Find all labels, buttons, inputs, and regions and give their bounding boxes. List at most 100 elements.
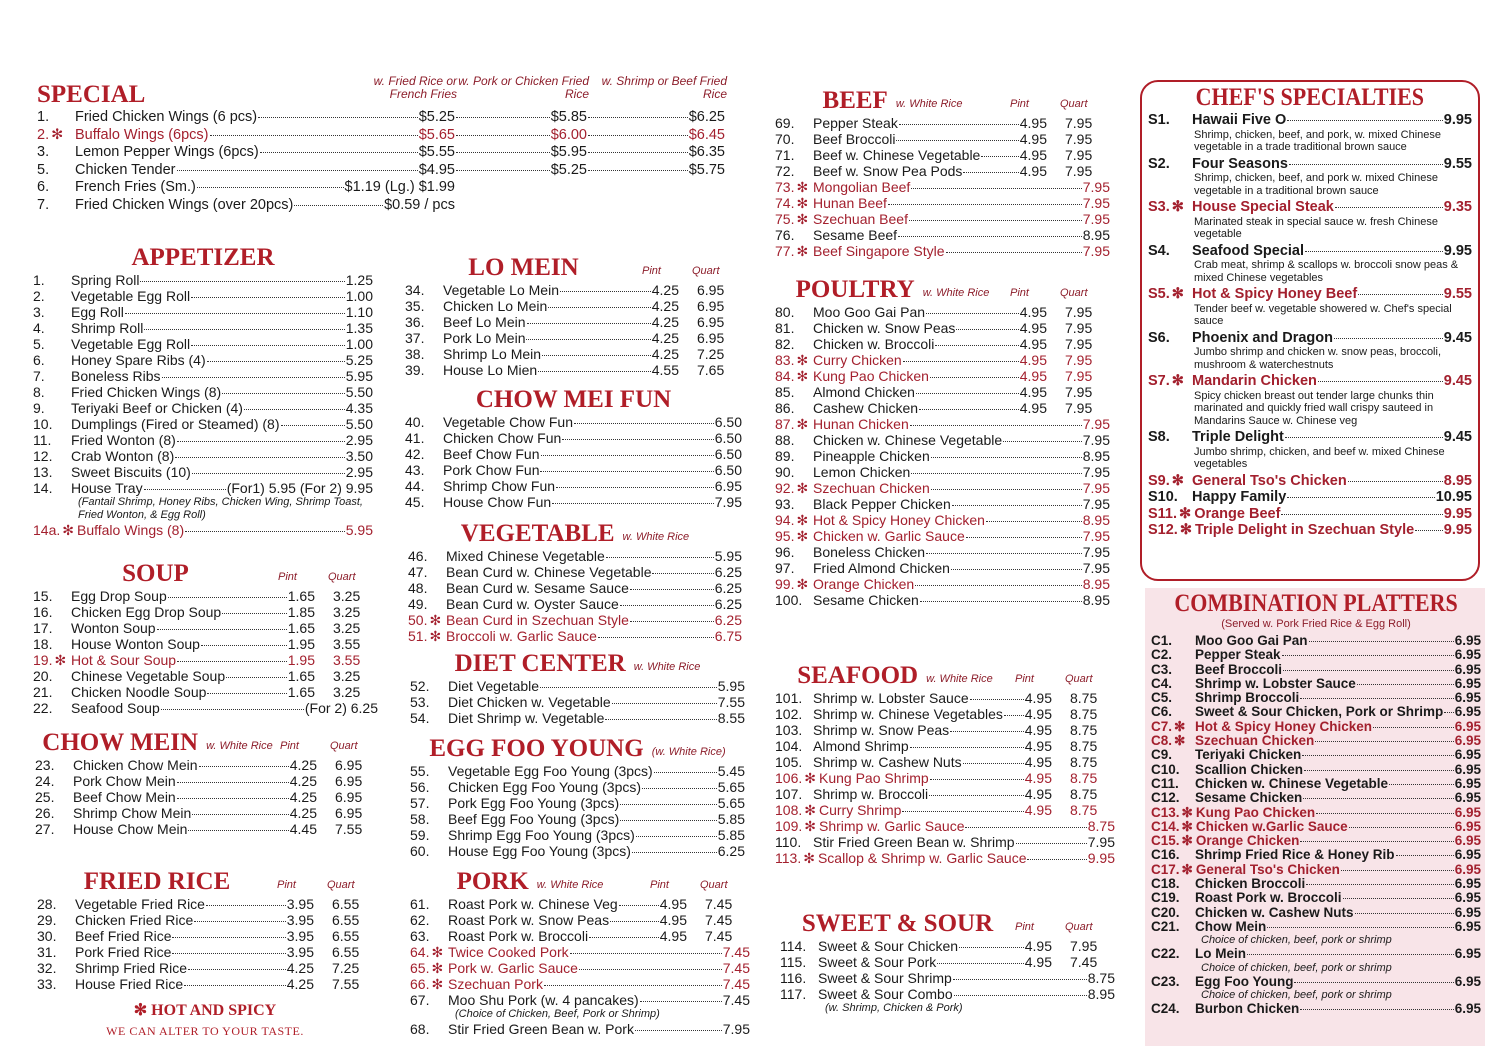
dot-leader bbox=[930, 457, 1082, 458]
item-number-text: S5. bbox=[1148, 286, 1170, 302]
item-price: 4.35 bbox=[345, 400, 373, 416]
item-price: 6.95 bbox=[1454, 747, 1481, 763]
item-price: $4.95 bbox=[418, 161, 455, 178]
item-name: Hunan Chicken bbox=[813, 416, 909, 432]
item-price: 10.95 bbox=[1435, 489, 1472, 505]
item-name: House Chow Mein bbox=[73, 821, 188, 837]
item-leader: Chicken w. Chinese Vegetable 7.95 bbox=[813, 432, 1110, 448]
item-price: 9.55 bbox=[1443, 286, 1472, 302]
item-number-text: 62. bbox=[410, 912, 430, 928]
item-leader: Moo Shu Pork (w. 4 pancakes) 7.45 bbox=[448, 992, 750, 1008]
menu-item: 70. Beef Broccoli 4.95 7.95 bbox=[775, 131, 1110, 147]
section-subtitle: w. White Rice bbox=[536, 879, 604, 891]
item-price-pint: 4.95 bbox=[1019, 131, 1047, 147]
dot-leader bbox=[589, 937, 659, 938]
section-title-group: BEEF w. White Rice bbox=[775, 87, 1010, 115]
item-leader: Beef Singapore Style 7.95 bbox=[813, 243, 1110, 259]
item-name: Beef Chow Fun bbox=[443, 446, 540, 462]
item-name: Chicken w. Chinese Vegetable bbox=[813, 432, 1003, 448]
menu-item: 25. Beef Chow Mein 4.25 6.95 bbox=[35, 789, 380, 805]
item-leader: Chicken Egg Drop Soup 1.85 bbox=[71, 604, 315, 620]
item-number: 45. bbox=[405, 494, 443, 510]
item-price-pint: 4.25 bbox=[651, 330, 679, 346]
item-name: Mixed Chinese Vegetable bbox=[446, 548, 605, 564]
item-description: Shrimp, chicken, beef, and pork w. mixed… bbox=[1194, 172, 1438, 197]
menu-item: 110. Stir Fried Green Bean w. Shrimp 7.95 bbox=[775, 834, 1115, 850]
column-header-pint: Pint bbox=[278, 571, 297, 583]
item-leader: Stir Fried Green Bean w. Shrimp 7.95 bbox=[813, 834, 1115, 850]
item-price-pint: 4.95 bbox=[1024, 690, 1052, 706]
dot-leader bbox=[160, 709, 304, 710]
item-price-pint: 4.95 bbox=[1024, 802, 1052, 818]
column-header-pint: Pint bbox=[1015, 673, 1034, 685]
spicy-icon: ✻ bbox=[1171, 199, 1184, 215]
menu-item: 21. Chicken Noodle Soup 1.65 3.25 bbox=[33, 684, 378, 700]
item-number-text: 16. bbox=[33, 604, 53, 620]
dot-leader bbox=[161, 377, 345, 378]
item-number-text: 40. bbox=[405, 414, 425, 430]
item-price-pint: 4.55 bbox=[651, 362, 679, 378]
dot-leader bbox=[200, 645, 287, 646]
item-price-quart: 8.75 bbox=[1070, 770, 1098, 786]
item-leader: Pork Lo Mein 4.25 bbox=[443, 330, 679, 346]
item-name: Chicken Chow Mein bbox=[73, 757, 198, 773]
item-name: Chicken w. Cashew Nuts bbox=[1195, 904, 1354, 920]
price-column-headers: Pint Quart bbox=[642, 265, 742, 282]
item-number: 44. bbox=[405, 478, 443, 494]
item-name: Lemon Pepper Wings (6pcs) bbox=[75, 144, 259, 160]
menu-item: C13. ✻ Kung Pao Chicken 6.95 bbox=[1151, 805, 1481, 820]
item-number-text: 65. bbox=[410, 960, 430, 976]
item-leader: Hot & Spicy Honey Chicken 8.95 bbox=[813, 512, 1110, 528]
item-number-text: S9. bbox=[1148, 472, 1170, 489]
item-number: 100. bbox=[775, 592, 813, 608]
item-number-text: 109. bbox=[775, 818, 803, 834]
item-number: 49. bbox=[408, 596, 446, 612]
item-number: 51. ✻ bbox=[408, 628, 446, 644]
item-name: Fried Chicken Wings (8) bbox=[71, 384, 222, 400]
item-price-quart: 7.95 bbox=[722, 1021, 750, 1037]
item-price: 9.45 bbox=[1443, 329, 1472, 346]
item-leader: Roast Pork w. Broccoli 6.95 bbox=[1195, 891, 1481, 906]
menu-item: 114. Sweet & Sour Chicken 4.95 7.95 bbox=[780, 938, 1115, 954]
item-leader: Roast Pork w. Snow Peas 4.95 bbox=[448, 912, 687, 928]
item-price-pint: 4.95 bbox=[1019, 320, 1047, 336]
dot-leader bbox=[191, 473, 345, 474]
item-leader: Shrimp Fried Rice 4.25 bbox=[75, 960, 314, 976]
price-column-headers: w. Fried Rice or French Fries w. Pork or … bbox=[337, 75, 727, 101]
menu-item: C21. Chow Mein 6.95 bbox=[1151, 919, 1481, 934]
item-price-quart: 9.95 bbox=[1087, 850, 1115, 866]
dot-leader bbox=[1334, 337, 1443, 339]
menu-item: S7. ✻ Mandarin Chicken 9.45 bbox=[1148, 373, 1472, 390]
item-name: Beef Chow Mein bbox=[73, 789, 176, 805]
item-number: C7. ✻ bbox=[1151, 719, 1195, 734]
item-price: 9.95 bbox=[1443, 505, 1472, 522]
menu-item: 61. Roast Pork w. Chinese Veg 4.95 7.45 bbox=[410, 896, 750, 912]
item-price-pint: 4.95 bbox=[1019, 336, 1047, 352]
item-name: Shrimp Chow Fun bbox=[443, 478, 556, 494]
item-number: 1. bbox=[37, 109, 75, 127]
menu-item: 84. ✻ Kung Pao Chicken 4.95 7.95 bbox=[775, 368, 1110, 384]
item-number: C22. bbox=[1151, 947, 1195, 961]
item-price-quart: 6.55 bbox=[332, 944, 360, 960]
item-number-text: 71. bbox=[775, 147, 795, 163]
menu-item: 31. Pork Fried Rice 3.95 6.55 bbox=[37, 944, 377, 960]
item-name: Kung Pao Chicken bbox=[813, 368, 929, 384]
item-leader: Chicken Tender $4.95 bbox=[75, 162, 455, 180]
item-price-quart: 7.45 bbox=[722, 944, 750, 960]
item-name: Beef Egg Foo Young (3pcs) bbox=[448, 811, 620, 827]
item-price-pint: 4.95 bbox=[1019, 304, 1047, 320]
item-leader: Orange Beef 9.95 bbox=[1194, 506, 1472, 523]
dot-leader bbox=[898, 236, 1082, 237]
item-leader: Chicken Noodle Soup 1.65 bbox=[71, 684, 315, 700]
item-name: Mandarin Chicken bbox=[1192, 373, 1317, 389]
item-leader: Boneless Chicken 7.95 bbox=[813, 544, 1110, 560]
item-price-pint: 4.95 bbox=[1024, 722, 1052, 738]
dot-leader bbox=[915, 393, 1019, 394]
menu-item: 65. ✻ Pork w. Garlic Sauce 7.45 bbox=[410, 960, 750, 976]
section-title-group: FRIED RICE bbox=[37, 868, 277, 896]
item-name: Shrimp w. Cashew Nuts bbox=[813, 754, 962, 770]
item-name: Triple Delight bbox=[1192, 429, 1284, 445]
section-title-group: SPECIAL bbox=[37, 81, 727, 109]
dot-leader bbox=[1334, 207, 1443, 208]
item-name: Pepper Steak bbox=[1195, 647, 1281, 663]
